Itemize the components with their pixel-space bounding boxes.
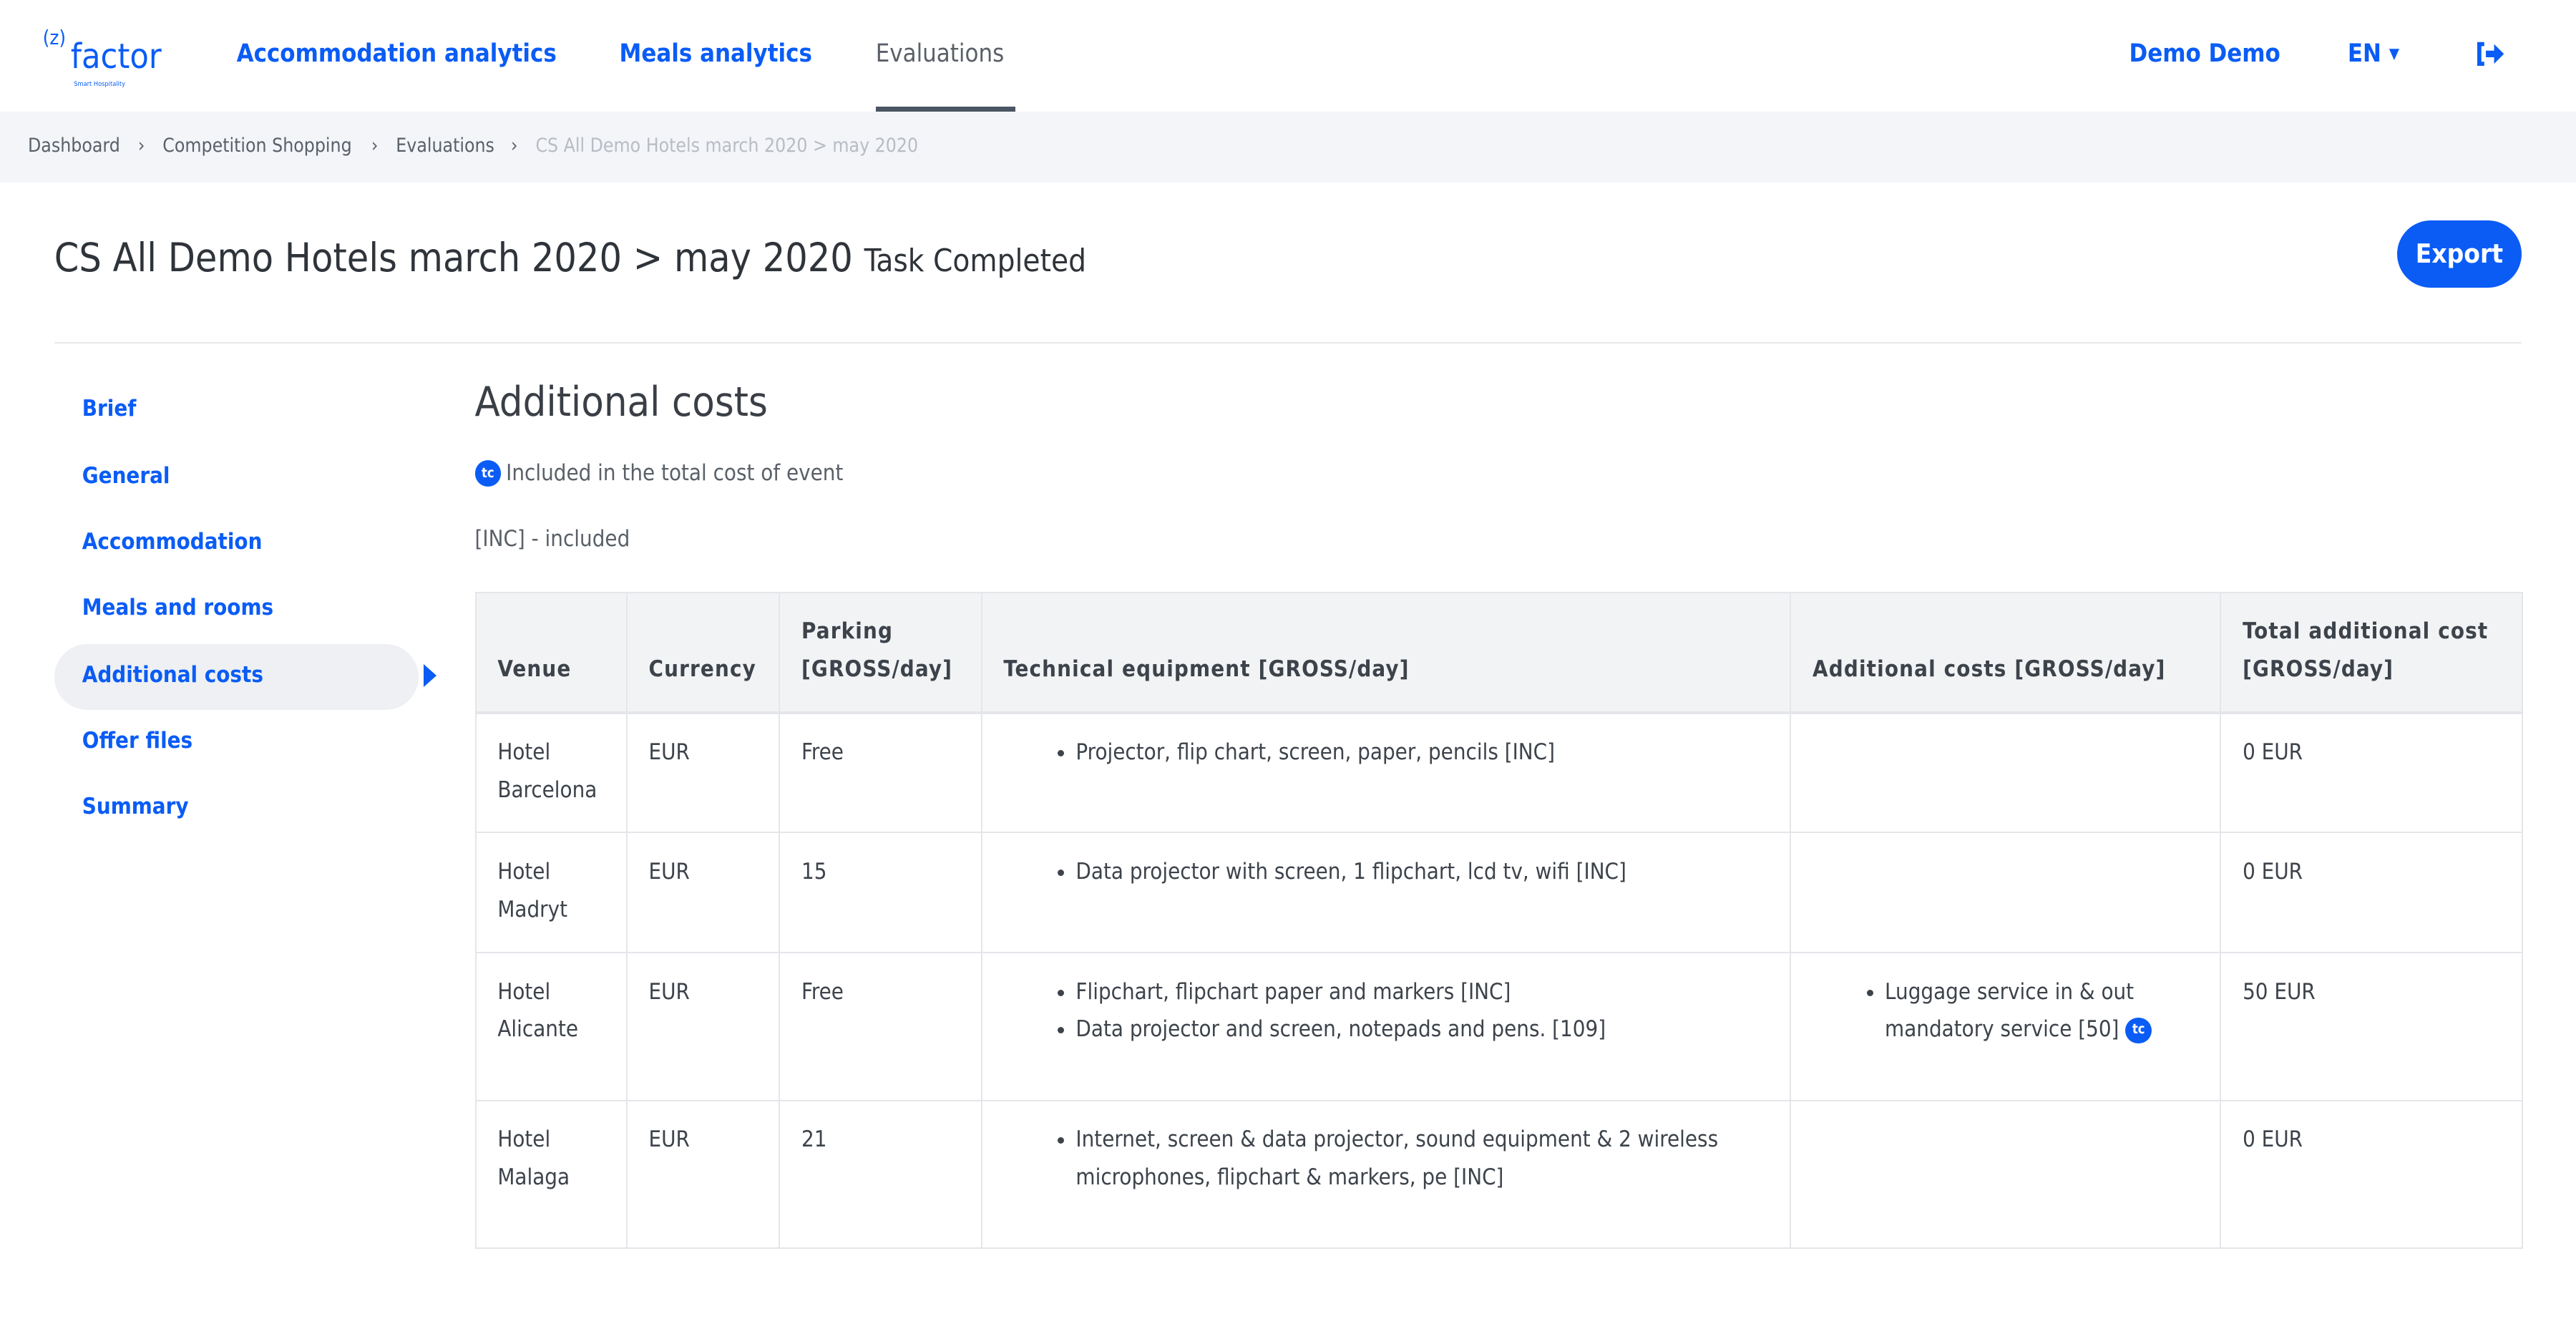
table-row: Hotel Barcelona EUR Free Projector, flip… (474, 711, 2524, 834)
section-heading: Additional costs (474, 378, 768, 427)
currency-cell: EUR (625, 832, 781, 954)
total-cell: 0 EUR (2220, 1099, 2524, 1250)
caret-down-icon: ▼ (2389, 44, 2399, 62)
breadcrumb-evaluations[interactable]: Evaluations (396, 135, 494, 157)
column-header: Parking [GROSS/day] (779, 591, 982, 714)
list-item: Internet, screen & data projector, sound… (1075, 1121, 1768, 1197)
active-tab-indicator (875, 107, 1015, 112)
technical-cell: Data projector with screen, 1 flipchart,… (980, 832, 1792, 954)
venue-cell: Hotel Barcelona (474, 711, 628, 834)
export-button[interactable]: Export (2396, 220, 2522, 288)
parking-cell: 21 (779, 1099, 982, 1250)
page-title: CS All Demo Hotels march 2020 > may 2020… (54, 235, 1087, 281)
technical-cell: Flipchart, flipchart paper and markers [… (980, 952, 1792, 1101)
breadcrumb: Dashboard › Competition Shopping › Evalu… (0, 112, 2576, 182)
nav-meals-analytics[interactable]: Meals analytics (619, 39, 812, 69)
chevron-right-icon: › (137, 135, 145, 157)
sidebar-item-additional-costs[interactable]: Additional costs (82, 662, 263, 688)
technical-cell: Projector, flip chart, screen, paper, pe… (980, 711, 1792, 834)
legend-included: [INC] - included (474, 525, 630, 552)
additional-cell (1790, 1099, 2222, 1250)
list-item: Data projector with screen, 1 flipchart,… (1075, 853, 1768, 891)
sidebar-item-summary[interactable]: Summary (82, 793, 189, 819)
list-item: Flipchart, flipchart paper and markers [… (1075, 973, 1768, 1011)
nav-evaluations[interactable]: Evaluations (875, 39, 1005, 69)
column-header: Total additional cost [GROSS/day] (2220, 591, 2524, 714)
additional-cell (1790, 711, 2222, 834)
additional-costs-table: Venue Currency Parking [GROSS/day] Techn… (474, 591, 2524, 1250)
divider (54, 341, 2522, 344)
tc-badge-icon: tc (474, 459, 502, 487)
table-row: Hotel Madryt EUR 15 Data projector with … (474, 832, 2524, 954)
tc-badge-icon: tc (2125, 1017, 2152, 1044)
zfactor-logo[interactable]: (z) factor Smart Hospitality (42, 26, 162, 89)
column-header: Additional costs [GROSS/day] (1790, 591, 2222, 714)
additional-cell (1790, 832, 2222, 954)
top-navbar: (z) factor Smart Hospitality Accommodati… (0, 0, 2576, 112)
breadcrumb-dashboard[interactable]: Dashboard (28, 135, 120, 157)
venue-cell: Hotel Madryt (474, 832, 628, 954)
status-label: Task Completed (864, 243, 1087, 280)
nav-accommodation-analytics[interactable]: Accommodation analytics (236, 39, 557, 69)
parking-cell: Free (779, 952, 982, 1101)
column-header: Currency (625, 591, 781, 714)
table-header-row: Venue Currency Parking [GROSS/day] Techn… (474, 591, 2524, 714)
parking-cell: 15 (779, 832, 982, 954)
chevron-right-icon: › (371, 135, 379, 157)
table-row: Hotel Alicante EUR Free Flipchart, flipc… (474, 952, 2524, 1101)
venue-cell: Hotel Alicante (474, 952, 628, 1101)
breadcrumb-current: CS All Demo Hotels march 2020 > may 2020 (535, 135, 919, 157)
total-cell: 0 EUR (2220, 832, 2524, 954)
currency-cell: EUR (625, 1099, 781, 1250)
list-item: Luggage service in & out mandatory servi… (1885, 973, 2198, 1049)
language-select[interactable]: EN ▼ (2347, 39, 2399, 69)
column-header: Venue (474, 591, 628, 714)
sidebar-item-offer-files[interactable]: Offer files (82, 728, 193, 754)
list-item: Data projector and screen, notepads and … (1075, 1011, 1768, 1048)
chevron-right-icon: › (511, 135, 518, 157)
sidebar-item-meals-and-rooms[interactable]: Meals and rooms (82, 595, 274, 621)
caret-right-icon (424, 663, 436, 687)
technical-cell: Internet, screen & data projector, sound… (980, 1099, 1792, 1250)
additional-cell: Luggage service in & out mandatory servi… (1790, 952, 2222, 1101)
list-item: Projector, flip chart, screen, paper, pe… (1075, 734, 1768, 771)
user-menu[interactable]: Demo Demo (2129, 39, 2280, 69)
venue-cell: Hotel Malaga (474, 1099, 628, 1250)
sidebar-active-highlight (54, 643, 419, 710)
currency-cell: EUR (625, 711, 781, 834)
legend-total-cost: tc Included in the total cost of event (474, 459, 843, 487)
parking-cell: Free (779, 711, 982, 834)
sidebar-item-general[interactable]: General (82, 463, 170, 490)
breadcrumb-competition-shopping[interactable]: Competition Shopping (162, 135, 352, 157)
total-cell: 0 EUR (2220, 711, 2524, 834)
sidebar-item-brief[interactable]: Brief (82, 396, 137, 422)
column-header: Technical equipment [GROSS/day] (980, 591, 1792, 714)
table-row: Hotel Malaga EUR 21 Internet, screen & d… (474, 1099, 2524, 1250)
logout-icon[interactable] (2474, 41, 2504, 74)
currency-cell: EUR (625, 952, 781, 1101)
sidebar-item-accommodation[interactable]: Accommodation (82, 529, 263, 555)
total-cell: 50 EUR (2220, 952, 2524, 1101)
